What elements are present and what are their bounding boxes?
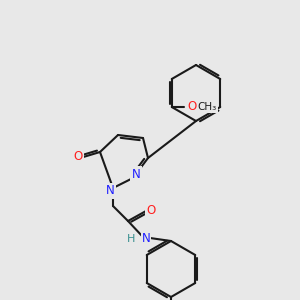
Text: O: O	[146, 205, 156, 218]
Text: O: O	[188, 100, 197, 113]
Text: H: H	[127, 234, 135, 244]
Text: N: N	[106, 184, 114, 197]
Text: N: N	[132, 167, 140, 181]
Text: CH₃: CH₃	[198, 102, 217, 112]
Text: N: N	[142, 232, 151, 245]
Text: O: O	[189, 100, 198, 113]
Text: O: O	[74, 149, 82, 163]
